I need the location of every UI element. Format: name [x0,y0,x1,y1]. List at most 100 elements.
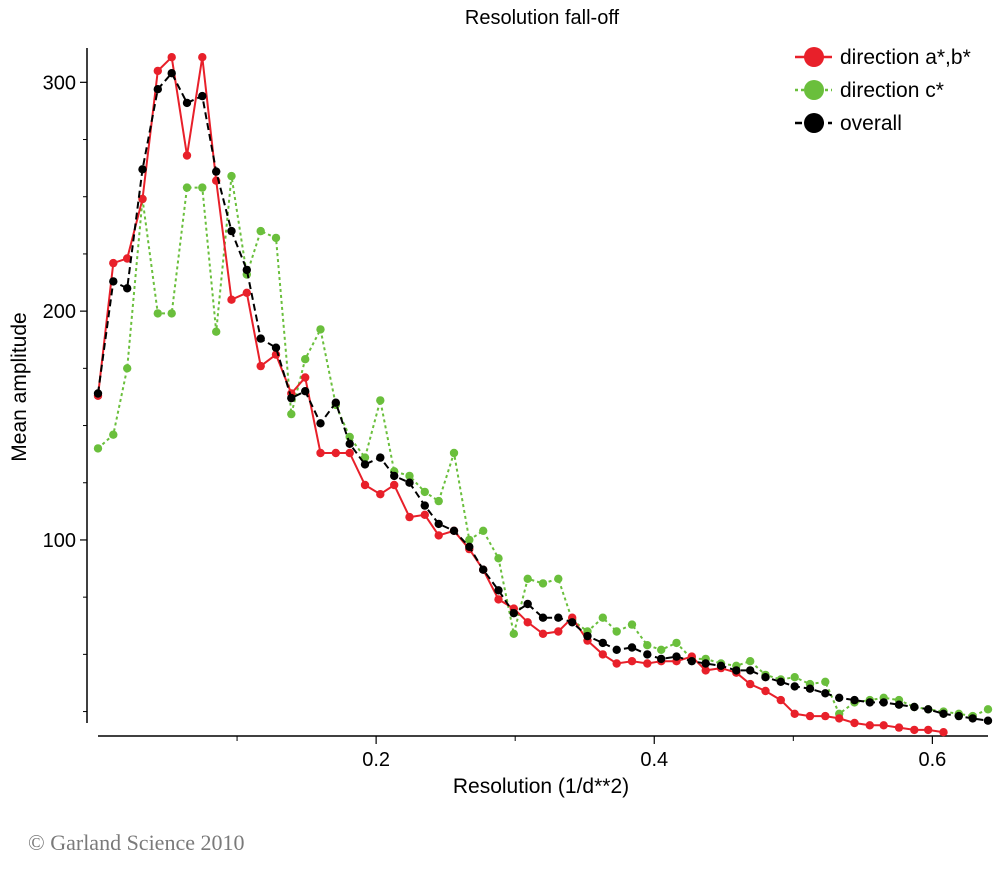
legend-label: direction a*,b* [840,46,971,69]
data-point [227,226,236,236]
data-point [910,725,919,735]
series-direction-a-b- [93,53,948,737]
data-point [924,705,933,714]
data-point [835,714,844,723]
data-point [123,254,132,263]
data-point [360,453,370,462]
data-point [138,194,147,204]
data-point [138,165,147,174]
data-point [523,599,532,609]
data-point [242,265,251,275]
data-point [701,659,710,668]
y-axis-label: Mean amplitude [8,312,31,461]
data-point [109,258,118,268]
data-point [643,641,652,650]
data-point [390,471,399,481]
data-point [390,480,399,490]
data-point [153,66,162,76]
data-point [716,661,726,670]
data-point [182,183,192,192]
data-point [109,430,118,439]
data-point [643,650,652,659]
data-point [227,171,236,181]
data-point [449,448,459,458]
data-point [554,627,563,636]
data-point [612,645,621,654]
copyright-notice: © Garland Science 2010 [28,830,245,855]
data-point [316,419,325,428]
data-point [360,460,370,469]
data-point [627,657,637,666]
data-point [821,677,830,686]
data-point [538,613,548,622]
data-point [420,487,429,497]
data-point [746,657,755,666]
data-point [568,618,577,627]
data-point [761,686,770,696]
data-point [672,638,681,648]
data-point [865,698,874,707]
series-line [97,71,989,722]
data-point [227,295,236,304]
data-point [776,695,785,705]
data-point [657,645,666,654]
data-point [167,69,176,78]
data-point [465,542,474,551]
data-point [182,151,192,160]
data-point [376,453,385,462]
data-point [672,652,681,661]
data-point [376,396,385,405]
y-tick-label: 100 [43,530,76,552]
data-point [449,526,459,535]
data-point [405,478,414,487]
legend-item: direction a*,b* [795,46,971,69]
data-point [835,693,844,702]
data-point [939,728,948,737]
data-point [271,233,281,243]
data-point [583,631,592,641]
series-direction-c- [93,171,993,721]
data-point [256,361,265,371]
data-point [554,574,563,583]
series-layer [93,53,993,737]
data-point [805,711,815,721]
legend-item: overall [795,112,902,135]
data-point [538,579,548,588]
data-point [790,682,799,691]
data-point [598,613,607,622]
data-point [821,689,830,698]
data-point [301,355,310,364]
data-point [316,325,325,334]
data-point [627,620,637,629]
data-point [420,501,429,510]
data-point [612,627,621,636]
data-point [345,439,354,448]
data-point [657,654,666,664]
data-point [331,448,340,458]
data-point [879,721,888,730]
data-point [776,677,785,686]
data-point [212,327,221,336]
data-point [167,53,176,62]
legend-swatch-marker [804,80,824,100]
data-point [198,91,207,101]
data-point [360,480,370,490]
data-point [805,684,815,693]
data-point [256,334,265,343]
data-point [123,284,132,293]
data-point [968,714,977,723]
legend-swatch-marker [804,47,824,67]
data-point [494,554,503,563]
data-point [790,673,799,682]
data-point [538,629,548,638]
y-ticks: 100 200 300 [43,72,87,713]
data-point [167,309,176,318]
data-point [405,471,414,481]
series-line [97,55,944,734]
data-point [287,393,296,403]
data-point [465,535,474,545]
data-point [894,723,904,732]
data-point [93,444,103,453]
chart-title: Resolution fall-off [465,7,620,29]
data-point [212,167,221,176]
